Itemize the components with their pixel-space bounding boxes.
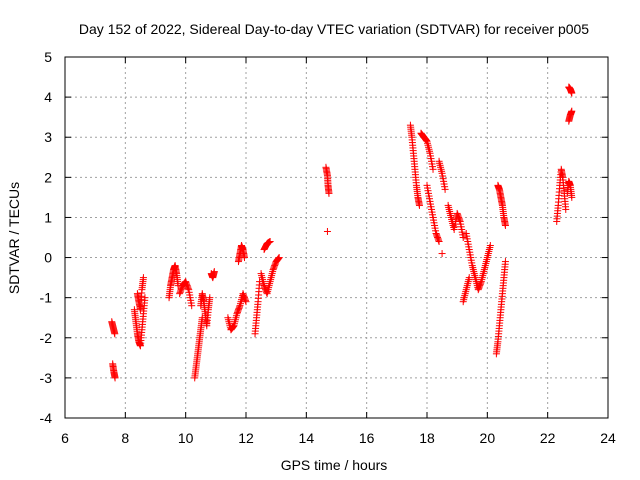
data-point-marker bbox=[568, 89, 576, 97]
data-points bbox=[108, 83, 576, 382]
x-tick-label: 16 bbox=[359, 430, 375, 446]
data-point-marker bbox=[477, 279, 485, 287]
x-tick-label: 22 bbox=[540, 430, 556, 446]
data-point-marker bbox=[111, 330, 119, 338]
x-tick-label: 6 bbox=[61, 430, 69, 446]
y-tick-label: 5 bbox=[44, 49, 52, 65]
data-point-marker bbox=[415, 201, 423, 209]
data-point-marker bbox=[184, 284, 192, 292]
data-point-marker bbox=[235, 303, 243, 311]
y-tick-label: 2 bbox=[44, 169, 52, 185]
data-point-marker bbox=[240, 254, 248, 262]
data-point-marker bbox=[459, 234, 467, 241]
data-point-marker bbox=[568, 107, 576, 115]
x-tick-label: 10 bbox=[178, 430, 194, 446]
data-point-marker bbox=[242, 298, 250, 306]
y-tick-label: 0 bbox=[44, 250, 52, 266]
x-axis-title: GPS time / hours bbox=[281, 457, 388, 473]
x-tick-label: 18 bbox=[419, 430, 435, 446]
data-point-marker bbox=[456, 216, 464, 224]
data-point-marker bbox=[141, 294, 149, 302]
data-point-marker bbox=[266, 238, 274, 246]
x-tick-label: 20 bbox=[480, 430, 496, 446]
data-point-marker bbox=[486, 242, 494, 250]
chart-title: Day 152 of 2022, Sidereal Day-to-day VTE… bbox=[79, 21, 589, 37]
data-point-marker bbox=[275, 254, 283, 262]
y-tick-label: -4 bbox=[40, 410, 53, 426]
x-tick-label: 8 bbox=[121, 430, 129, 446]
plot-frame bbox=[64, 56, 609, 419]
data-point-marker bbox=[323, 227, 331, 235]
data-point-marker bbox=[139, 274, 147, 282]
y-tick-label: -2 bbox=[40, 330, 53, 346]
data-point-marker bbox=[435, 236, 443, 244]
data-point-marker bbox=[438, 250, 446, 258]
data-point-marker bbox=[111, 374, 119, 382]
data-point-marker bbox=[275, 254, 283, 262]
y-tick-label: -1 bbox=[40, 290, 53, 306]
data-point-marker bbox=[429, 165, 437, 173]
data-point-marker bbox=[435, 238, 443, 246]
data-point-marker bbox=[229, 323, 237, 331]
data-point-marker bbox=[568, 193, 576, 201]
y-tick-label: -3 bbox=[40, 370, 53, 386]
data-point-marker bbox=[210, 268, 218, 276]
x-tick-label: 14 bbox=[299, 430, 315, 446]
x-tick-label: 24 bbox=[600, 430, 616, 446]
data-point-marker bbox=[188, 302, 196, 310]
data-point-marker bbox=[325, 189, 333, 197]
data-point-marker bbox=[465, 274, 473, 282]
y-tick-label: 1 bbox=[44, 209, 52, 225]
data-point-marker bbox=[441, 185, 449, 193]
data-point-marker bbox=[206, 294, 214, 302]
y-axis-title: SDTVAR / TECUs bbox=[6, 182, 22, 294]
data-point-marker bbox=[422, 136, 430, 144]
data-point-marker bbox=[562, 205, 570, 213]
y-tick-label: 4 bbox=[44, 89, 52, 105]
data-point-marker bbox=[501, 258, 509, 266]
data-point-marker bbox=[241, 296, 249, 304]
data-point-marker bbox=[501, 221, 509, 229]
y-tick-label: 3 bbox=[44, 129, 52, 145]
data-point-marker bbox=[274, 255, 282, 263]
grid-lines bbox=[65, 57, 608, 418]
x-tick-label: 12 bbox=[238, 430, 254, 446]
